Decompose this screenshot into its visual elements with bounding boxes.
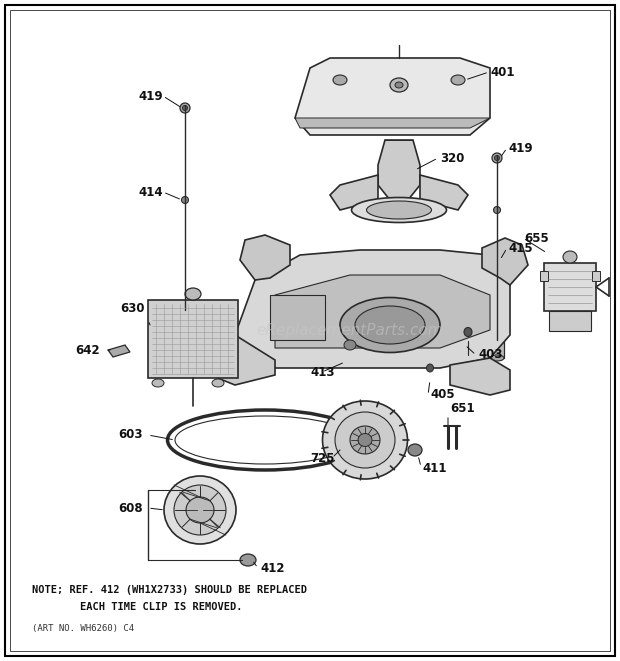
Text: 415: 415 bbox=[508, 241, 533, 254]
Ellipse shape bbox=[495, 155, 500, 161]
Ellipse shape bbox=[352, 198, 446, 223]
Text: 411: 411 bbox=[422, 461, 446, 475]
Text: 608: 608 bbox=[118, 502, 143, 514]
Ellipse shape bbox=[333, 75, 347, 85]
Ellipse shape bbox=[344, 340, 356, 350]
Polygon shape bbox=[235, 250, 510, 368]
Text: 320: 320 bbox=[440, 151, 464, 165]
Ellipse shape bbox=[186, 497, 214, 523]
Text: NOTE; REF. 412 (WH1X2733) SHOULD BE REPLACED: NOTE; REF. 412 (WH1X2733) SHOULD BE REPL… bbox=[32, 585, 307, 595]
Text: EACH TIME CLIP IS REMOVED.: EACH TIME CLIP IS REMOVED. bbox=[80, 602, 242, 612]
Polygon shape bbox=[330, 175, 378, 210]
Text: 413: 413 bbox=[310, 366, 335, 379]
Ellipse shape bbox=[182, 196, 188, 204]
Ellipse shape bbox=[427, 364, 433, 372]
Ellipse shape bbox=[390, 78, 408, 92]
Ellipse shape bbox=[464, 327, 472, 336]
Ellipse shape bbox=[494, 206, 500, 214]
Polygon shape bbox=[295, 118, 490, 128]
Text: 412: 412 bbox=[260, 561, 285, 574]
Bar bbox=[270, 295, 325, 340]
Bar bbox=[592, 271, 600, 281]
Text: 651: 651 bbox=[450, 401, 475, 414]
Polygon shape bbox=[378, 140, 420, 200]
Ellipse shape bbox=[350, 426, 380, 454]
Text: 642: 642 bbox=[75, 344, 100, 356]
Ellipse shape bbox=[490, 327, 504, 333]
Text: eReplacementParts.com: eReplacementParts.com bbox=[257, 323, 443, 338]
Text: 401: 401 bbox=[490, 65, 515, 79]
Polygon shape bbox=[275, 275, 490, 348]
Text: 655: 655 bbox=[524, 231, 549, 245]
Bar bbox=[178, 305, 192, 333]
Bar bbox=[490, 330, 504, 358]
Bar bbox=[148, 300, 238, 378]
Ellipse shape bbox=[340, 297, 440, 352]
Ellipse shape bbox=[178, 330, 192, 336]
Ellipse shape bbox=[174, 485, 226, 535]
Text: 725: 725 bbox=[310, 451, 335, 465]
Ellipse shape bbox=[335, 412, 395, 468]
Text: 414: 414 bbox=[138, 186, 162, 198]
Polygon shape bbox=[482, 238, 528, 285]
Ellipse shape bbox=[451, 75, 465, 85]
Polygon shape bbox=[240, 235, 290, 280]
Polygon shape bbox=[420, 175, 468, 210]
Ellipse shape bbox=[182, 106, 187, 110]
Bar bbox=[544, 263, 596, 311]
Bar bbox=[549, 311, 591, 331]
Polygon shape bbox=[108, 345, 130, 357]
Text: 405: 405 bbox=[430, 389, 454, 401]
Polygon shape bbox=[210, 335, 275, 385]
Ellipse shape bbox=[152, 379, 164, 387]
Ellipse shape bbox=[178, 302, 192, 308]
Text: 603: 603 bbox=[118, 428, 143, 442]
Ellipse shape bbox=[180, 103, 190, 113]
Text: 403: 403 bbox=[478, 348, 502, 362]
Text: 419: 419 bbox=[508, 141, 533, 155]
Ellipse shape bbox=[395, 82, 403, 88]
Text: 630: 630 bbox=[120, 301, 144, 315]
Ellipse shape bbox=[490, 355, 504, 361]
Polygon shape bbox=[295, 58, 490, 135]
Ellipse shape bbox=[240, 554, 256, 566]
Ellipse shape bbox=[185, 288, 201, 300]
Ellipse shape bbox=[322, 401, 407, 479]
Ellipse shape bbox=[358, 434, 372, 446]
Ellipse shape bbox=[492, 153, 502, 163]
Ellipse shape bbox=[366, 201, 432, 219]
Polygon shape bbox=[450, 358, 510, 395]
Ellipse shape bbox=[212, 379, 224, 387]
Text: (ART NO. WH6260) C4: (ART NO. WH6260) C4 bbox=[32, 623, 134, 633]
Bar bbox=[540, 271, 548, 281]
Ellipse shape bbox=[164, 476, 236, 544]
Text: 419: 419 bbox=[138, 89, 162, 102]
Ellipse shape bbox=[563, 251, 577, 263]
Ellipse shape bbox=[408, 444, 422, 456]
Ellipse shape bbox=[355, 306, 425, 344]
